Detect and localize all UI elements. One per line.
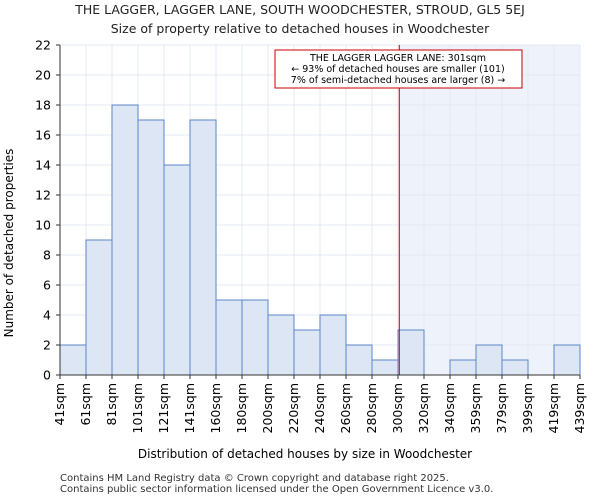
x-tick-label: 439sqm <box>572 383 587 433</box>
y-axis-label: Number of detached properties <box>2 149 16 338</box>
y-tick-label: 4 <box>43 308 51 323</box>
histogram-bar <box>111 104 139 376</box>
y-tick-label: 14 <box>35 158 51 173</box>
y-tick-label: 18 <box>35 98 51 113</box>
histogram-bar <box>371 359 399 376</box>
x-tick-label: 240sqm <box>312 383 327 433</box>
chart-title: THE LAGGER, LAGGER LANE, SOUTH WOODCHEST… <box>75 2 525 17</box>
x-tick-label: 280sqm <box>364 383 379 433</box>
footer-line-1: Contains HM Land Registry data © Crown c… <box>60 473 449 484</box>
annotation-line-1: THE LAGGER LAGGER LANE: 301sqm <box>309 53 486 64</box>
x-tick-label: 399sqm <box>520 383 535 433</box>
histogram-bar <box>85 239 113 376</box>
histogram-bar <box>345 344 373 376</box>
histogram-bar <box>475 344 503 376</box>
x-tick-label: 61sqm <box>78 383 93 426</box>
histogram-bar <box>163 164 191 376</box>
y-tick-label: 2 <box>43 338 51 353</box>
x-tick-label: 200sqm <box>260 383 275 433</box>
x-tick-label: 220sqm <box>286 383 301 433</box>
annotation-frame <box>274 49 523 89</box>
x-axis-label: Distribution of detached houses by size … <box>138 447 472 461</box>
footer-line-2: Contains public sector information licen… <box>60 484 494 495</box>
histogram-bar <box>189 119 217 376</box>
x-tick-label: 180sqm <box>234 383 249 433</box>
y-tick-label: 12 <box>35 188 51 203</box>
x-tick-label: 320sqm <box>416 383 431 433</box>
x-tick-label: 379sqm <box>494 383 509 433</box>
x-tick-label: 121sqm <box>156 383 171 433</box>
histogram-bar <box>397 329 425 376</box>
x-tick-label: 160sqm <box>208 383 223 433</box>
x-tick-label: 300sqm <box>390 383 405 433</box>
y-tick-label: 10 <box>35 218 51 233</box>
x-tick-label: 340sqm <box>442 383 457 433</box>
x-tick-label: 141sqm <box>182 383 197 433</box>
y-tick-label: 16 <box>35 128 51 143</box>
histogram-chart: THE LAGGER LAGGER LANE: 301sqm ← 93% of … <box>2 38 587 462</box>
histogram-bar <box>137 119 165 376</box>
annotation-line-3: 7% of semi-detached houses are larger (8… <box>291 75 505 86</box>
y-tick-label: 0 <box>43 368 51 383</box>
histogram-bar <box>215 299 243 376</box>
histogram-bar <box>449 359 477 376</box>
x-tick-label: 81sqm <box>104 383 119 426</box>
y-tick-label: 20 <box>35 68 51 83</box>
histogram-bar <box>501 359 529 376</box>
histogram-bar <box>59 344 87 376</box>
x-tick-label: 260sqm <box>338 383 353 433</box>
x-tick-label: 359sqm <box>468 383 483 433</box>
histogram-bar <box>553 344 581 376</box>
highlight-region <box>399 45 580 375</box>
histogram-bar <box>293 329 321 376</box>
y-tick-label: 22 <box>35 38 51 53</box>
y-tick-label: 8 <box>43 248 51 263</box>
histogram-bar <box>241 299 269 376</box>
chart-subtitle: Size of property relative to detached ho… <box>110 21 490 36</box>
x-tick-label: 419sqm <box>546 383 561 433</box>
annotation-line-2: ← 93% of detached houses are smaller (10… <box>291 64 504 75</box>
histogram-bar <box>267 314 295 376</box>
histogram-bar <box>319 314 347 376</box>
x-tick-label: 41sqm <box>52 383 67 426</box>
y-tick-label: 6 <box>43 278 51 293</box>
x-tick-label: 101sqm <box>130 383 145 433</box>
annotation-box: THE LAGGER LAGGER LANE: 301sqm ← 93% of … <box>274 49 523 89</box>
